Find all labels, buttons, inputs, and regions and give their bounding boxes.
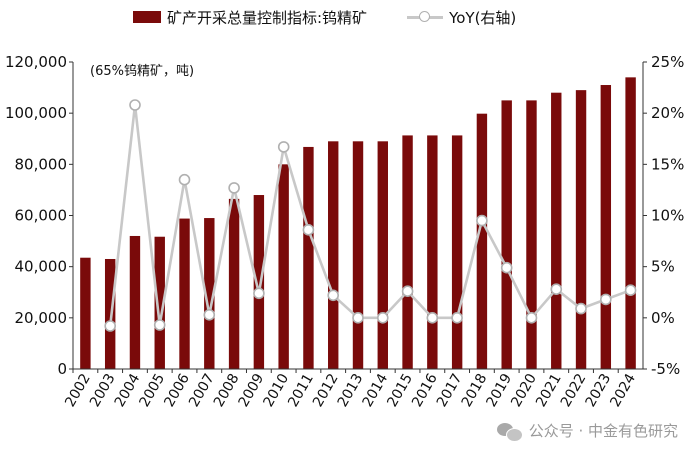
bar-2011: [303, 146, 314, 369]
bar-2009: [253, 195, 265, 369]
yoy-point-2023: [599, 293, 612, 306]
yoy-point-2018: [476, 214, 488, 227]
right-tick-label: 0%: [651, 309, 675, 327]
bar-2010: [278, 164, 289, 369]
yoy-point-2004: [129, 99, 141, 111]
unit-note: (65%钨精矿，吨): [90, 64, 195, 79]
bar-2024: [625, 77, 636, 369]
watermark-text: 公众号 · 中金有色研究: [528, 422, 678, 440]
yoy-point-2005: [153, 319, 166, 331]
bar-2004: [129, 235, 141, 369]
x-tick-label-2024: 2024: [607, 371, 639, 410]
yoy-point-2006: [178, 173, 191, 186]
left-tick-label: 80,000: [15, 155, 68, 173]
bar-2005: [154, 236, 165, 369]
yoy-point-2017: [451, 311, 463, 324]
bar-2019: [501, 100, 512, 370]
legend-bar-swatch: [133, 11, 161, 23]
yoy-point-2012: [327, 289, 340, 302]
right-tick-label: 15%: [651, 155, 684, 173]
left-tick-label: 100,000: [5, 104, 67, 122]
bar-2012: [328, 141, 339, 369]
bar-2016: [427, 135, 438, 369]
yoy-point-2010: [277, 141, 290, 153]
bar-2022: [575, 90, 587, 369]
bar-2013: [352, 141, 364, 369]
wechat-icon: [496, 421, 523, 442]
yoy-point-2014: [376, 311, 389, 324]
right-tick-label: -5%: [651, 360, 680, 378]
watermark: 公众号 · 中金有色研究: [496, 420, 678, 442]
bar-2003: [104, 258, 116, 369]
bar-2020: [526, 100, 537, 370]
legend: 矿产开采总量控制指标:钨精矿 YoY(右轴): [133, 6, 516, 28]
left-tick-label: 0: [57, 360, 67, 378]
bar-2008: [228, 198, 240, 369]
bar-2017: [451, 135, 463, 369]
yoy-point-2024: [624, 284, 637, 297]
legend-line-label: YoY(右轴): [449, 8, 517, 27]
bar-2014: [377, 141, 388, 369]
bars-layer: [80, 77, 636, 370]
yoy-point-2007: [203, 308, 216, 321]
left-tick-label: 40,000: [15, 258, 68, 276]
line-layer: [104, 99, 637, 332]
bar-2007: [204, 218, 215, 369]
right-tick-label: 5%: [651, 258, 675, 276]
left-tick-label: 60,000: [15, 207, 68, 225]
bar-2018: [476, 113, 488, 370]
yoy-point-2016: [426, 311, 439, 324]
yoy-point-2022: [575, 302, 587, 315]
left-tick-label: 120,000: [5, 53, 67, 71]
yoy-point-2008: [228, 182, 240, 194]
yoy-point-2003: [104, 320, 116, 332]
right-tick-label: 25%: [651, 53, 684, 71]
yoy-point-2011: [302, 224, 315, 236]
bar-2006: [179, 218, 190, 369]
right-tick-label: 20%: [651, 104, 684, 122]
right-tick-label: 10%: [651, 207, 684, 225]
yoy-point-2015: [401, 285, 414, 298]
yoy-point-2013: [352, 311, 364, 324]
yoy-point-2019: [500, 261, 513, 274]
legend-line-swatch: [407, 10, 444, 24]
bar-2002: [80, 257, 91, 369]
yoy-point-2020: [525, 311, 538, 324]
bar-2023: [600, 85, 612, 370]
yoy-line: [108, 103, 632, 327]
legend-bar-label: 矿产开采总量控制指标:钨精矿: [167, 8, 368, 27]
left-tick-label: 20,000: [15, 309, 68, 327]
yoy-point-2009: [253, 287, 265, 300]
yoy-point-2021: [550, 283, 563, 296]
bar-2015: [402, 135, 413, 369]
bar-2021: [551, 92, 562, 369]
